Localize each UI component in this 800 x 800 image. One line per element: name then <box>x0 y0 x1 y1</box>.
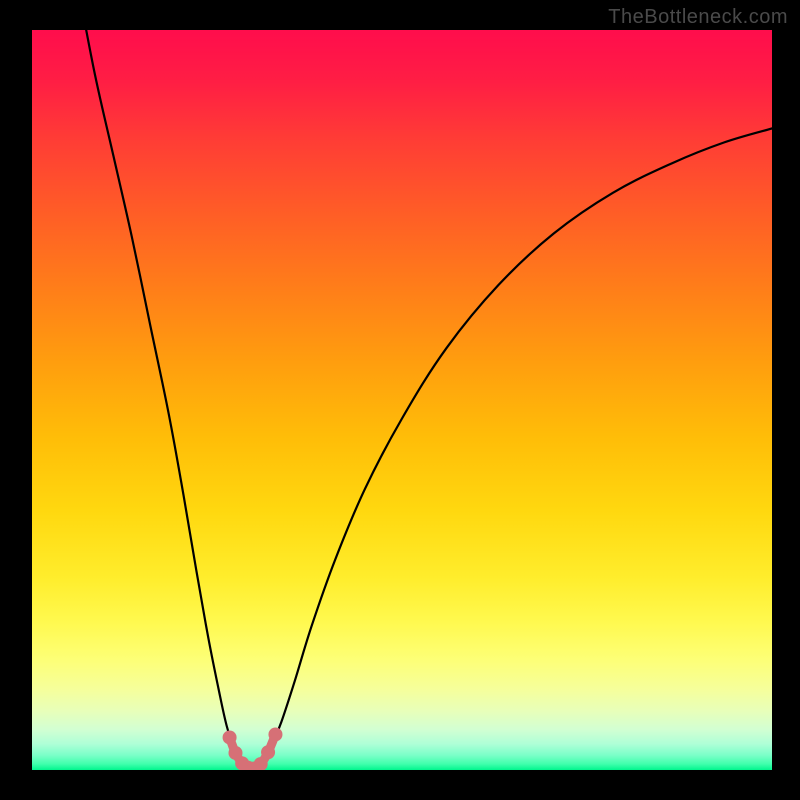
highlight-dot <box>261 745 275 759</box>
highlight-dot <box>223 730 237 744</box>
chart-plot-area <box>32 30 772 770</box>
chart-background <box>32 30 772 770</box>
highlight-dot <box>268 727 282 741</box>
chart-svg <box>32 30 772 770</box>
watermark-text: TheBottleneck.com <box>608 6 788 29</box>
